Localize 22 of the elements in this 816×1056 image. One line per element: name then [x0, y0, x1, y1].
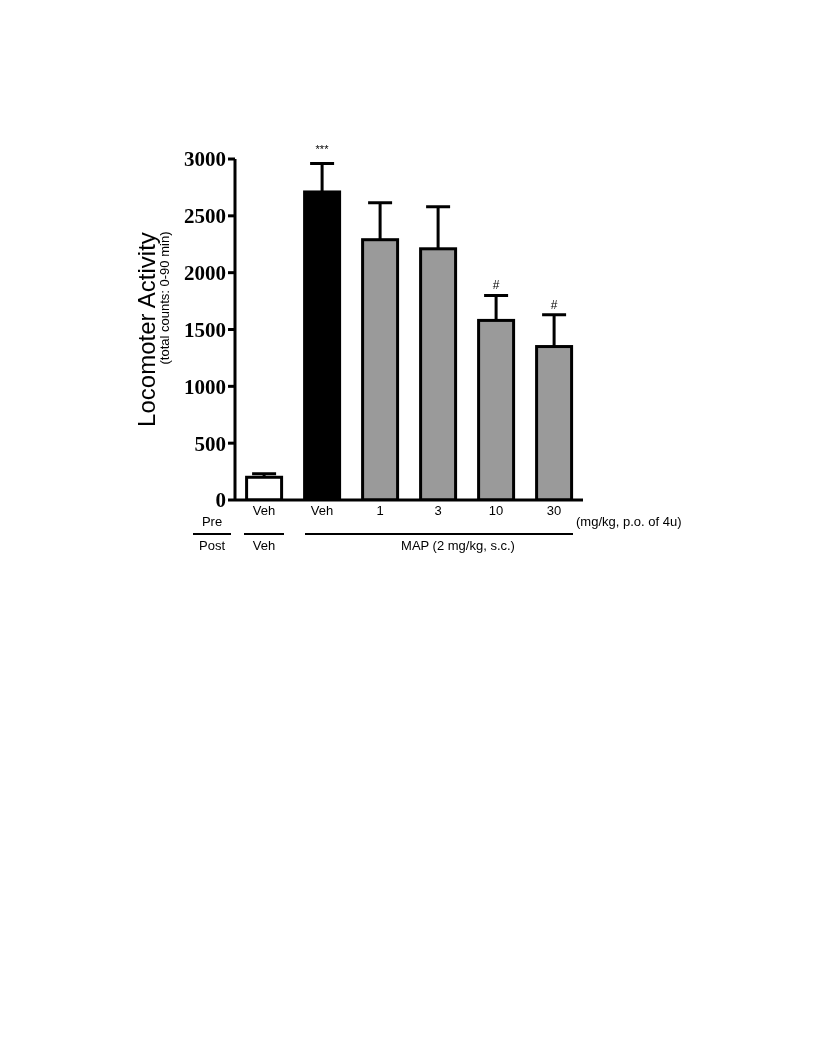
x-tick-label: 1 [376, 503, 384, 519]
text: Post [198, 538, 226, 553]
x-tick-label: 30 [546, 503, 562, 519]
text: MAP (2 mg/kg, s.c.) [401, 538, 515, 553]
y-tick-label: 2000 [184, 261, 226, 286]
annotation: # [550, 297, 558, 312]
y-tick-label: 1500 [184, 317, 226, 342]
y-tick-label: 1000 [184, 374, 226, 399]
text: *** [315, 143, 329, 155]
annotation: # [492, 278, 500, 293]
y-tick-label: 2500 [184, 204, 226, 229]
y-tick-label: 0 [215, 488, 226, 513]
y-tick-label: 3000 [184, 147, 226, 172]
y-axis-title: Locomoter Activity [132, 232, 160, 427]
x-tick-label: 3 [434, 503, 442, 519]
text: (mg/kg, p.o. of 4u) [576, 514, 682, 529]
x-tick-label: 10 [488, 503, 504, 519]
x-tick-label: Veh [310, 503, 334, 519]
y-tick-label: 500 [194, 431, 226, 456]
x-tick-label: Veh [252, 503, 276, 519]
text: Veh [252, 538, 276, 553]
text: Pre [201, 514, 223, 529]
